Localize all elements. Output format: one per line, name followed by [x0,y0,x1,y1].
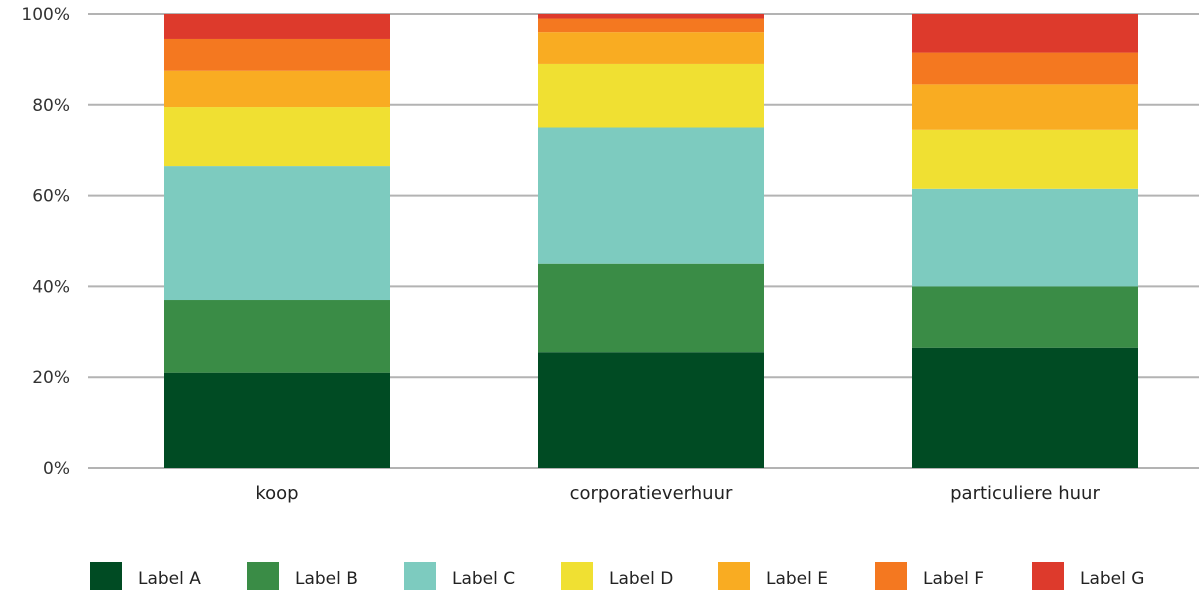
legend-swatch [90,562,122,590]
legend-label: Label G [1080,569,1144,589]
bar-segment-label-g [164,14,390,39]
bar-segment-label-g [912,14,1138,53]
bar-segment-label-a [164,372,390,468]
bar-segment-label-d [912,129,1138,189]
x-category-label: particuliere huur [950,483,1100,504]
bar-segment-label-a [912,347,1138,468]
bars [164,14,1138,468]
legend-swatch [875,562,907,590]
bar-segment-label-e [164,70,390,108]
bar-segment-label-c [164,166,390,301]
y-tick-label: 20% [32,368,70,388]
bar-segment-label-f [538,18,764,33]
bar-segment-label-f [164,38,390,71]
legend-swatch [718,562,750,590]
bar-segment-label-b [164,300,390,373]
y-tick-label: 40% [32,277,70,297]
legend-swatch [561,562,593,590]
bar-segment-label-d [538,63,764,128]
legend: Label A Label B Label C Label D Label E Label… [90,562,1144,590]
bar-segment-label-f [912,52,1138,85]
bar-segment-label-c [538,127,764,264]
bar-segment-label-d [164,107,390,167]
x-category-label: koop [255,483,298,504]
y-axis-ticks: 0% 20% 40% 60% 80% 100% [21,5,70,479]
legend-swatch [247,562,279,590]
legend-label: Label E [766,569,828,589]
bar-segment-label-e [538,32,764,64]
bar-segment-label-g [538,14,764,19]
y-tick-label: 100% [21,5,70,25]
bar-segment-label-a [538,352,764,468]
bar-segment-label-b [912,286,1138,348]
legend-swatch [1032,562,1064,590]
x-axis-labels: koop corporatieverhuur particuliere huur [255,483,1100,504]
x-category-label: corporatieverhuur [570,483,733,504]
legend-swatch [404,562,436,590]
y-tick-label: 80% [32,96,70,116]
legend-label: Label B [295,569,358,589]
y-tick-label: 60% [32,187,70,207]
bar-segment-label-b [538,263,764,353]
legend-label: Label C [452,569,515,589]
y-tick-label: 0% [43,459,70,479]
bar-segment-label-e [912,84,1138,130]
legend-label: Label D [609,569,673,589]
bar-segment-label-c [912,188,1138,287]
legend-label: Label A [138,569,201,589]
legend-label: Label F [923,569,984,589]
